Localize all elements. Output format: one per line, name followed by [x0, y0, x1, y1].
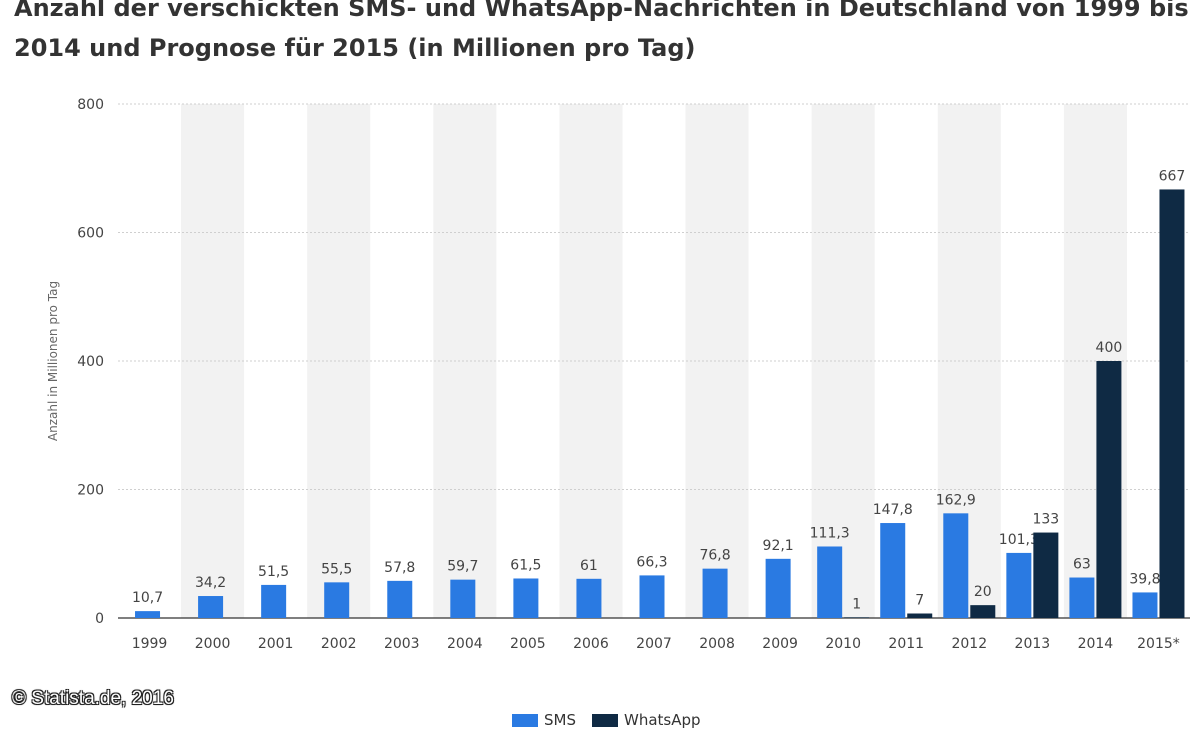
x-tick-label: 2002: [321, 636, 357, 652]
bar-sms: [702, 568, 728, 618]
data-label-sms: 61,5: [510, 557, 541, 573]
data-label-sms: 57,8: [384, 560, 415, 576]
bar-whatsapp: [970, 605, 996, 618]
legend-item-whatsapp[interactable]: WhatsApp: [592, 711, 701, 729]
data-label-sms: 59,7: [447, 559, 478, 575]
x-tick-label: 2012: [951, 636, 987, 652]
data-label-sms: 10,7: [132, 590, 163, 606]
legend-label-whatsapp: WhatsApp: [624, 711, 701, 729]
bar-sms: [135, 611, 161, 618]
bar-sms: [1132, 592, 1158, 618]
data-label-sms: 61: [580, 558, 598, 574]
x-tick-label: 2006: [573, 636, 609, 652]
bar-sms: [639, 575, 665, 618]
x-tick-label: 2011: [888, 636, 924, 652]
chart-title: Anzahl der verschickten SMS- und WhatsAp…: [14, 0, 1194, 68]
y-tick-label: 0: [95, 611, 104, 627]
data-label-sms: 111,3: [810, 525, 850, 541]
data-label-sms: 162,9: [936, 492, 976, 508]
data-label-sms: 66,3: [636, 554, 667, 570]
bar-whatsapp: [1033, 532, 1059, 618]
chart-title-line-1: Anzahl der verschickten SMS- und WhatsAp…: [14, 0, 1189, 22]
bar-sms: [576, 578, 602, 618]
data-label-sms: 101,3: [999, 532, 1039, 548]
bar-sms: [817, 546, 843, 618]
data-label-sms: 147,8: [873, 502, 913, 518]
bar-sms: [765, 558, 791, 618]
bar-sms: [261, 584, 287, 618]
data-label-sms: 39,8: [1129, 571, 1160, 587]
bar-sms: [324, 582, 350, 618]
bar-whatsapp: [1159, 189, 1185, 618]
x-tick-label: 2007: [636, 636, 672, 652]
legend-label-sms: SMS: [544, 711, 576, 729]
data-label-whatsapp: 133: [1032, 512, 1059, 528]
bar-sms: [1069, 577, 1095, 618]
data-label-sms: 55,5: [321, 561, 352, 577]
bar-whatsapp: [907, 613, 933, 618]
data-label-sms: 92,1: [763, 538, 794, 554]
bar-sms: [387, 580, 413, 618]
x-tick-label: 2009: [762, 636, 798, 652]
data-label-whatsapp: 1: [852, 596, 861, 612]
data-label-sms: 51,5: [258, 564, 289, 580]
data-label-whatsapp: 400: [1096, 340, 1123, 356]
bar-whatsapp: [1096, 361, 1122, 618]
copyright-notice: © Statista.de, 2016: [12, 688, 174, 709]
data-label-sms: 76,8: [699, 548, 730, 564]
x-tick-label: 2000: [195, 636, 231, 652]
bar-whatsapp: [844, 617, 870, 618]
bar-sms: [450, 579, 476, 618]
x-tick-label: 2001: [258, 636, 294, 652]
y-tick-label: 800: [77, 97, 104, 113]
legend-swatch-sms: [512, 713, 538, 727]
bar-sms: [198, 596, 224, 618]
data-label-whatsapp: 7: [915, 593, 924, 609]
x-tick-label: 2008: [699, 636, 735, 652]
x-tick-label: 2005: [510, 636, 546, 652]
legend-item-sms[interactable]: SMS: [512, 711, 576, 729]
data-label-whatsapp: 20: [974, 584, 992, 600]
y-tick-label: 600: [77, 226, 104, 242]
y-tick-label: 400: [77, 354, 104, 370]
bar-sms: [513, 578, 539, 618]
bar-sms: [880, 523, 906, 618]
x-tick-label: 2004: [447, 636, 483, 652]
bar-sms: [1006, 552, 1032, 618]
data-label-sms: 63: [1073, 557, 1091, 573]
x-tick-label: 1999: [132, 636, 168, 652]
x-tick-label: 2013: [1015, 636, 1051, 652]
y-axis-label: Anzahl in Millionen pro Tag: [46, 281, 60, 441]
x-tick-label: 2014: [1078, 636, 1114, 652]
legend-swatch-whatsapp: [592, 713, 618, 727]
x-tick-label: 2010: [825, 636, 861, 652]
x-tick-label: 2015*: [1137, 636, 1180, 652]
data-label-whatsapp: 667: [1159, 168, 1186, 184]
chart-title-line-2: 2014 und Prognose für 2015 (in Millionen…: [14, 34, 696, 62]
data-label-sms: 34,2: [195, 575, 226, 591]
y-tick-label: 200: [77, 483, 104, 499]
x-tick-label: 2003: [384, 636, 420, 652]
bar-sms: [943, 513, 969, 618]
chart-legend: SMS WhatsApp: [512, 710, 711, 730]
